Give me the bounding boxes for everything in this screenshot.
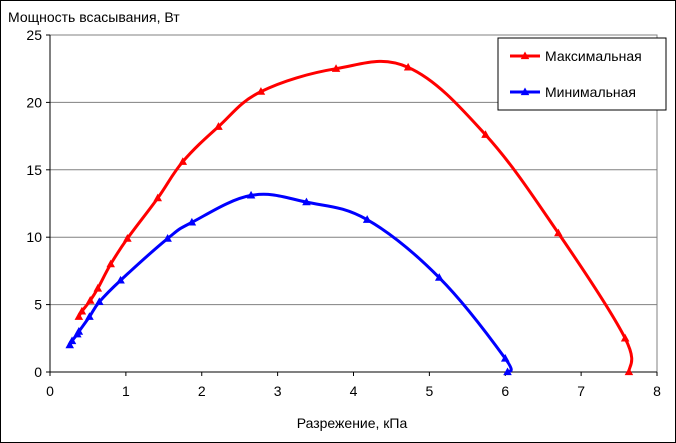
data-point	[503, 367, 512, 376]
data-point	[85, 312, 94, 320]
legend-label: Максимальная	[545, 48, 642, 64]
y-tick-label: 5	[34, 297, 42, 313]
data-point	[434, 273, 444, 281]
data-point	[187, 217, 197, 226]
data-point	[74, 312, 84, 320]
y-tick-label: 20	[26, 94, 42, 110]
axes	[46, 34, 658, 376]
data-point	[163, 234, 172, 242]
data-point	[85, 296, 95, 304]
data-point	[93, 283, 103, 292]
y-tick-label: 15	[26, 162, 42, 178]
legend-item: Минимальная	[510, 84, 636, 100]
x-tick-label: 8	[653, 383, 661, 399]
data-point	[178, 157, 188, 165]
data-point	[123, 234, 132, 242]
legend-item: Максимальная	[510, 48, 642, 64]
data-point	[500, 354, 510, 362]
series-line	[77, 59, 634, 373]
data-point	[106, 259, 115, 268]
data-point	[67, 336, 77, 345]
data-point	[214, 122, 223, 130]
x-tick-label: 7	[577, 383, 585, 399]
legend: Максимальная Минимальная	[497, 37, 667, 111]
legend-box	[497, 37, 667, 111]
x-tick-label: 6	[501, 383, 509, 399]
data-point	[620, 333, 630, 342]
data-point	[77, 306, 87, 315]
y-tick-label: 0	[34, 364, 42, 380]
x-tick-label: 5	[425, 383, 433, 399]
data-point	[331, 64, 341, 72]
series-1	[74, 59, 634, 376]
legend-marker	[520, 51, 530, 60]
data-point	[362, 215, 372, 223]
x-tick-label: 3	[274, 383, 282, 399]
y-tick-label: 25	[26, 27, 42, 43]
y-tick-labels: 0 5 10 15 20 25	[26, 27, 42, 380]
data-point	[74, 327, 84, 335]
data-point	[554, 228, 563, 237]
series-line	[68, 192, 513, 373]
x-tick-label: 1	[122, 383, 130, 399]
data-point	[246, 190, 256, 199]
legend-label: Минимальная	[545, 84, 636, 100]
x-tick-labels: 0 1 2 3 4 5 6 7 8	[46, 383, 661, 399]
data-point	[481, 130, 490, 138]
data-point	[95, 297, 104, 306]
data-point	[116, 275, 125, 284]
y-tick-label: 10	[26, 229, 42, 245]
data-point	[65, 340, 75, 349]
x-tick-label: 2	[198, 383, 206, 399]
data-point	[153, 193, 163, 202]
x-tick-label: 4	[350, 383, 358, 399]
data-point	[302, 197, 311, 206]
data-point	[403, 62, 413, 71]
y-axis-label: Мощность всасывания, Вт	[8, 9, 180, 25]
x-axis-label: Разрежение, кПа	[297, 415, 408, 431]
data-point	[624, 367, 634, 376]
series-2	[65, 190, 513, 376]
series-layer	[65, 59, 634, 376]
data-point	[256, 87, 266, 95]
legend-marker	[520, 87, 530, 96]
x-tick-label: 0	[46, 383, 54, 399]
